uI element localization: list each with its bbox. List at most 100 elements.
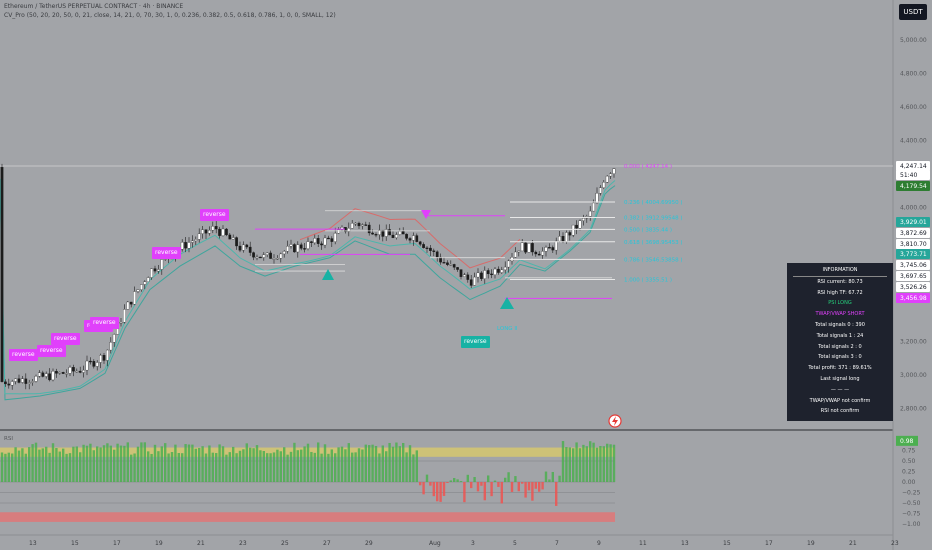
candle bbox=[473, 276, 476, 286]
candle bbox=[347, 228, 351, 232]
candle bbox=[371, 232, 374, 235]
fib-top-label: 0.000 ( 4247.14 ) bbox=[624, 164, 672, 170]
rsi-bar bbox=[592, 442, 595, 482]
rsi-bar bbox=[425, 474, 429, 482]
candle bbox=[150, 268, 153, 278]
candle bbox=[378, 229, 381, 235]
rsi-bar bbox=[575, 442, 578, 482]
candle bbox=[527, 243, 531, 253]
rsi-bar bbox=[198, 447, 201, 482]
candle bbox=[354, 222, 357, 225]
info-panel: INFORMATION RSI current: 80.73 RSI high … bbox=[787, 263, 893, 421]
rsi-bar bbox=[75, 446, 78, 482]
candle bbox=[537, 253, 541, 256]
long-arrow-icon bbox=[500, 297, 514, 309]
price-badge bbox=[896, 249, 930, 259]
rsi-bar bbox=[531, 482, 534, 501]
price-badge-label: 3,697.65 bbox=[900, 273, 927, 280]
rsi-bar bbox=[323, 444, 327, 482]
rsi-bar bbox=[150, 453, 153, 482]
candle bbox=[514, 251, 517, 258]
rsi-axis-label: 0.50 bbox=[902, 458, 916, 465]
rsi-bar bbox=[514, 476, 517, 482]
rsi-bar bbox=[544, 471, 548, 482]
rsi-bar bbox=[221, 446, 225, 482]
fib-level-label: 0.618 ( 3698.95453 ) bbox=[624, 240, 683, 246]
candle bbox=[109, 342, 113, 351]
candle bbox=[330, 238, 334, 242]
candle bbox=[541, 251, 544, 256]
ema-red-line bbox=[299, 208, 521, 269]
reverse-signal-badge: reverse bbox=[9, 349, 38, 361]
rsi-bar bbox=[65, 453, 68, 482]
candle bbox=[507, 260, 510, 268]
rsi-bar bbox=[313, 452, 316, 482]
candle bbox=[85, 360, 89, 371]
rsi-pane-title: RSI bbox=[4, 436, 13, 442]
rsi-bar bbox=[41, 448, 44, 482]
rsi-bar bbox=[38, 449, 41, 482]
info-row: Last signal long bbox=[820, 375, 860, 382]
candle bbox=[517, 250, 521, 253]
candle bbox=[592, 202, 595, 212]
candle bbox=[72, 367, 75, 372]
rsi-bar bbox=[612, 444, 616, 482]
candle bbox=[551, 247, 555, 251]
candle bbox=[31, 381, 34, 383]
candle bbox=[197, 233, 201, 240]
candle bbox=[490, 273, 493, 276]
candle bbox=[486, 270, 490, 275]
rsi-bar bbox=[521, 482, 524, 484]
rsi-bar bbox=[395, 442, 398, 482]
candle bbox=[299, 244, 303, 249]
rsi-bar bbox=[361, 449, 364, 482]
price-badge bbox=[896, 228, 930, 238]
currency-button[interactable]: USDT bbox=[899, 4, 927, 20]
rsi-current-badge bbox=[896, 435, 918, 446]
candle bbox=[265, 252, 269, 255]
candle bbox=[384, 229, 388, 237]
candle bbox=[459, 269, 463, 277]
candle bbox=[405, 233, 408, 239]
candle bbox=[248, 246, 252, 253]
rsi-bar bbox=[262, 451, 265, 482]
price-axis-label: 5,000.00 bbox=[900, 37, 927, 44]
candle bbox=[180, 242, 184, 250]
time-axis-label: 9 bbox=[597, 540, 601, 547]
price-axis-label: 4,600.00 bbox=[900, 104, 927, 111]
rsi-bar bbox=[245, 443, 248, 482]
rsi-bar bbox=[429, 482, 432, 486]
candle bbox=[374, 234, 378, 236]
price-badge bbox=[896, 217, 930, 227]
rsi-bar bbox=[340, 446, 344, 482]
long-arrow-icon bbox=[322, 269, 334, 280]
rsi-bar bbox=[558, 475, 561, 482]
rsi-bar bbox=[517, 482, 520, 492]
rsi-bar bbox=[449, 480, 452, 482]
candle bbox=[55, 371, 58, 374]
time-axis-label: 27 bbox=[323, 540, 331, 547]
time-axis-label: 15 bbox=[723, 540, 731, 547]
rsi-bar bbox=[252, 448, 255, 482]
rsi-bar bbox=[191, 444, 194, 482]
fib-level-label: 0.236 ( 4004.69950 ) bbox=[624, 200, 683, 206]
rsi-bar bbox=[391, 446, 395, 482]
reverse-signal-badge: reverse bbox=[37, 345, 66, 357]
rsi-bar bbox=[595, 447, 599, 482]
rsi-bar bbox=[123, 445, 126, 482]
price-axis-label: 3,000.00 bbox=[900, 372, 927, 379]
rsi-bar bbox=[119, 445, 123, 482]
rsi-bar bbox=[96, 446, 99, 482]
rsi-bar bbox=[364, 444, 367, 482]
candle bbox=[415, 235, 419, 242]
rsi-bar bbox=[374, 445, 378, 482]
time-axis-label: 15 bbox=[71, 540, 79, 547]
time-axis-label: 11 bbox=[639, 540, 647, 547]
rsi-bar bbox=[381, 445, 384, 482]
candle bbox=[293, 244, 296, 253]
price-badge bbox=[896, 293, 930, 303]
candle bbox=[408, 238, 412, 241]
info-row: Total signals 0 : 390 bbox=[815, 321, 865, 328]
candle bbox=[272, 258, 276, 260]
